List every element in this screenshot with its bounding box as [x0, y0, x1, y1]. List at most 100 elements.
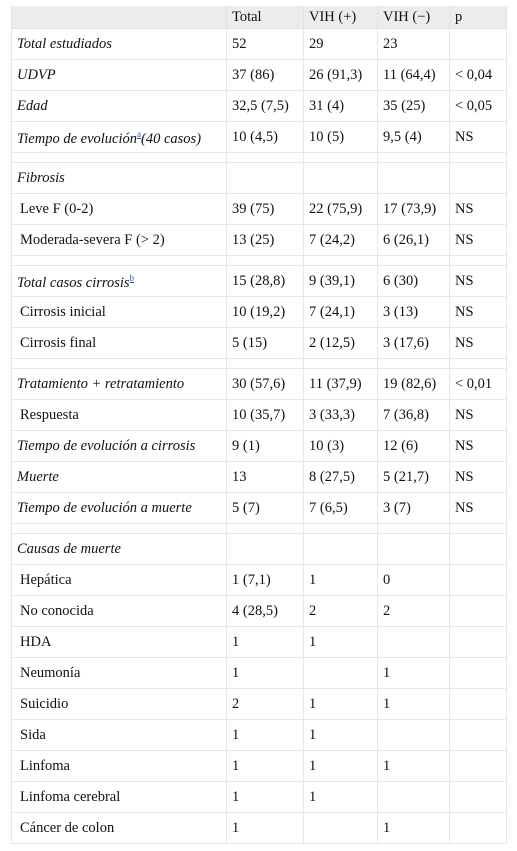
spacer-cell [227, 524, 304, 534]
table-row: Cirrosis final 5 (15) 2 (12,5) 3 (17,6) NS [11, 328, 507, 359]
spacer-cell [378, 524, 450, 534]
row-label: Linfoma cerebral [20, 788, 121, 805]
table-row: No conocida 4 (28,5) 2 2 [11, 596, 507, 627]
spacer-row [11, 359, 507, 369]
table-header-row: Total VIH (+) VIH (−) p [11, 6, 507, 29]
table-cell [450, 627, 507, 658]
header-cell: Total [227, 6, 304, 29]
table-cell [450, 751, 507, 782]
table-cell [304, 163, 378, 194]
row-label-cell: Respuesta [11, 400, 227, 431]
header-cell: VIH (−) [378, 6, 450, 29]
table-cell: 7 (36,8) [378, 400, 450, 431]
spacer-cell [450, 256, 507, 266]
spacer-cell [378, 256, 450, 266]
table-row: Hepática 1 (7,1) 1 0 [11, 565, 507, 596]
row-label-cell: Fibrosis [11, 163, 227, 194]
table-cell: 1 (7,1) [227, 565, 304, 596]
table-cell: 39 (75) [227, 194, 304, 225]
table-cell: 52 [227, 29, 304, 60]
header-cell [11, 6, 227, 29]
table-row: HDA 1 1 [11, 627, 507, 658]
table-cell [450, 813, 507, 844]
table-cell: 32,5 (7,5) [227, 91, 304, 122]
spacer-cell [450, 359, 507, 369]
table-cell: 5 (21,7) [378, 462, 450, 493]
row-label: Respuesta [20, 406, 79, 423]
row-label-cell: UDVP [11, 60, 227, 91]
table-cell: < 0,05 [450, 91, 507, 122]
table-cell: 3 (33,3) [304, 400, 378, 431]
table-cell [227, 163, 304, 194]
table-row: Cirrosis inicial 10 (19,2) 7 (24,1) 3 (13) N… [11, 297, 507, 328]
table-cell: 35 (25) [378, 91, 450, 122]
table-cell: 2 (12,5) [304, 328, 378, 359]
row-label-cell: Total casos cirrosisb [11, 266, 227, 297]
spacer-cell [304, 256, 378, 266]
row-label: Fibrosis [17, 169, 65, 186]
table-cell [304, 534, 378, 565]
table-cell: 2 [227, 689, 304, 720]
table-cell [450, 596, 507, 627]
row-label-cell: Causas de muerte [11, 534, 227, 565]
spacer-cell [11, 359, 227, 369]
table-cell: 17 (73,9) [378, 194, 450, 225]
table-cell: NS [450, 194, 507, 225]
table-cell: NS [450, 328, 507, 359]
table-cell: 10 (19,2) [227, 297, 304, 328]
table-cell: 1 [227, 658, 304, 689]
row-label: Tiempo de evolución a muerte [17, 499, 192, 516]
row-label: Neumonía [20, 664, 81, 681]
table-cell: 12 (6) [378, 431, 450, 462]
row-label: No conocida [20, 602, 94, 619]
table-row: Linfoma cerebral 1 1 [11, 782, 507, 813]
table-row: Tiempo de evolución a cirrosis 9 (1) 10 (3… [11, 431, 507, 462]
row-label: Leve F (0-2) [20, 200, 94, 217]
header-cell: VIH (+) [304, 6, 378, 29]
table-cell: NS [450, 122, 507, 153]
table-cell: 10 (5) [304, 122, 378, 153]
table-cell: 1 [378, 658, 450, 689]
footnote-link[interactable]: b [129, 273, 135, 284]
table-cell: NS [450, 493, 507, 524]
table-cell: 15 (28,8) [227, 266, 304, 297]
row-label-cell: Tiempo de evolucióna(40 casos) [11, 122, 227, 153]
table-cell: < 0,01 [450, 369, 507, 400]
table-cell: 5 (7) [227, 493, 304, 524]
table-cell: 29 [304, 29, 378, 60]
row-label-cell: Linfoma cerebral [11, 782, 227, 813]
table-cell [378, 782, 450, 813]
row-label: HDA [20, 633, 52, 650]
table-cell: 6 (26,1) [378, 225, 450, 256]
row-label-cell: Tratamiento + retratamiento [11, 369, 227, 400]
table-cell [450, 565, 507, 596]
table-cell: 1 [378, 751, 450, 782]
row-label: Tratamiento + retratamiento [17, 375, 185, 392]
table-cell: NS [450, 400, 507, 431]
spacer-cell [450, 524, 507, 534]
row-label-cell: Moderada-severa F (> 2) [11, 225, 227, 256]
row-label-cell: Neumonía [11, 658, 227, 689]
footnote-link[interactable]: a [137, 129, 142, 140]
table-row: Cáncer de colon 1 1 [11, 813, 507, 844]
table-row: Tratamiento + retratamiento 30 (57,6) 11 (… [11, 369, 507, 400]
spacer-cell [450, 153, 507, 163]
table-row: Edad 32,5 (7,5) 31 (4) 35 (25) < 0,05 [11, 91, 507, 122]
table-cell: 2 [378, 596, 450, 627]
row-label: Muerte [17, 468, 59, 485]
table-row: Linfoma 1 1 1 [11, 751, 507, 782]
spacer-row [11, 524, 507, 534]
row-label: Cirrosis final [20, 334, 97, 351]
table-cell: 10 (4,5) [227, 122, 304, 153]
table-cell: 3 (7) [378, 493, 450, 524]
table-cell [450, 658, 507, 689]
table-cell: 1 [304, 627, 378, 658]
row-label-cell: Tiempo de evolución a muerte [11, 493, 227, 524]
table-cell: 3 (13) [378, 297, 450, 328]
table-cell: 1 [378, 813, 450, 844]
table-cell: 2 [304, 596, 378, 627]
table-cell: 9,5 (4) [378, 122, 450, 153]
table-cell: 1 [227, 782, 304, 813]
table-cell [450, 782, 507, 813]
table-cell: NS [450, 431, 507, 462]
